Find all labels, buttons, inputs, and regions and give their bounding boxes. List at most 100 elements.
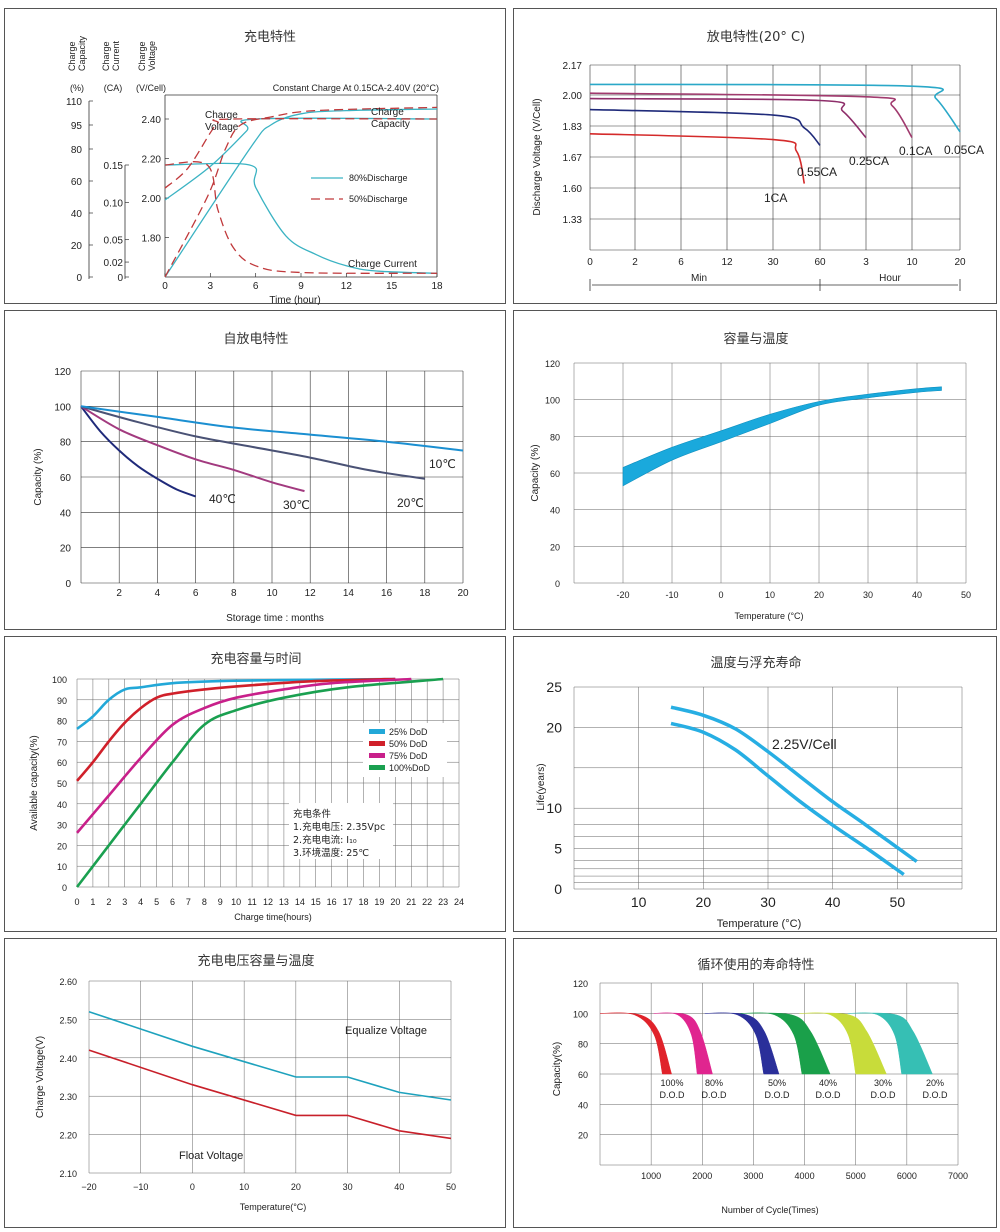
- x-tick-label: 50: [961, 590, 971, 600]
- x-tick-label: 60: [814, 257, 826, 268]
- series-label-equalize: Equalize Voltage: [345, 1025, 427, 1037]
- y-tick-label: 1.83: [563, 122, 583, 133]
- x-tick-label: 2: [106, 897, 111, 907]
- series-label: 40℃: [209, 492, 236, 506]
- series-label: 20℃: [397, 496, 424, 510]
- y-tick-label: 120: [545, 359, 560, 369]
- self-discharge-curve: [80, 405, 425, 480]
- series-label: 0.1CA: [899, 144, 932, 158]
- series-dashed-capacity_pct: [164, 106, 438, 278]
- y-axis-header-line: Voltage: [147, 41, 157, 71]
- current-tick-label: 0.15: [104, 161, 124, 172]
- legend-swatch: [369, 729, 385, 734]
- capacity-tick-label: 110: [66, 97, 82, 108]
- capacity-tick-label: 60: [71, 177, 83, 188]
- y-tick-label: 0: [555, 579, 560, 589]
- charge-condition-line: 3.环境温度: 25℃: [293, 847, 369, 859]
- capacity-unit: (%): [70, 83, 84, 93]
- life-curve-lower: [670, 721, 905, 876]
- legend-label: 100%DoD: [389, 763, 431, 773]
- band-label-unit: D.O.D: [701, 1090, 727, 1100]
- panel-cycle-life: 循环使用的寿命特性 1000 2000 3000 4000 5000 6000 7000 20 4…: [513, 938, 997, 1228]
- x-tick-label: 7000: [948, 1171, 968, 1181]
- band-label-dod: 20%: [926, 1078, 944, 1088]
- x-axis-label: Temperature (°C): [734, 611, 803, 621]
- x-tick-label: 3: [208, 281, 214, 292]
- x-tick-label: 0: [718, 590, 723, 600]
- y-tick-label: 0: [554, 881, 562, 897]
- x-tick-label: 0: [74, 897, 79, 907]
- charge-capacity-label: Charge Capacity: [371, 107, 410, 130]
- y-tick-label: 2.00: [563, 91, 583, 102]
- x-tick-label: 20: [291, 1182, 301, 1192]
- x-tick-label: 10: [631, 894, 647, 910]
- panel-self-discharge: 自放电特性 2 4 6 8 10 12 14 16 18 20 0 20 40 60 80 100 120 Stor…: [4, 310, 506, 630]
- x-tick-label: 5000: [846, 1171, 866, 1181]
- x-tick-label: 40: [825, 894, 841, 910]
- cycle-life-band: [799, 1012, 887, 1075]
- x-tick-label: 20: [696, 894, 712, 910]
- band-label-dod: 50%: [768, 1078, 786, 1088]
- y-tick-label: 90: [57, 696, 67, 706]
- x-tick-label: 10: [765, 590, 775, 600]
- cycle-life-band: [847, 1012, 933, 1075]
- x-tick-label: 2: [116, 588, 122, 599]
- current-tick-label: 0.05: [104, 236, 124, 247]
- x-tick-label: 3000: [743, 1171, 763, 1181]
- y-axis-label: Available capacity(%): [29, 735, 40, 830]
- y-tick-label: 2.17: [563, 61, 583, 72]
- x-axis-label: Storage time : months: [226, 613, 324, 624]
- discharge-curve: [589, 97, 867, 139]
- y-tick-label: 20: [60, 544, 72, 555]
- x-tick-label: 20: [390, 897, 400, 907]
- x-tick-label: 4: [155, 588, 161, 599]
- x-tick-label: 9: [298, 281, 304, 292]
- y-tick-label: 10: [546, 800, 562, 816]
- x-tick-label: 20: [457, 588, 469, 599]
- band-label-unit: D.O.D: [659, 1090, 685, 1100]
- y-tick-label: 40: [57, 800, 67, 810]
- discharge-curve: [589, 108, 821, 146]
- cycle-life-band: [740, 1012, 831, 1075]
- chart-float-life-temperature: 温度与浮充寿命 10 20 30 40 50 0 5 10 20 25 Temperature (°C…: [536, 655, 963, 930]
- legend-label: 75% DoD: [389, 751, 428, 761]
- voltage-tick-label: 1.80: [142, 234, 162, 245]
- y-tick-label: 60: [550, 469, 560, 479]
- x-tick-label: 8: [231, 588, 237, 599]
- x-tick-label: 40: [394, 1182, 404, 1192]
- series-label: 30℃: [283, 498, 310, 512]
- x-tick-label: 0: [190, 1182, 195, 1192]
- series-solid-capacity_pct: [164, 108, 438, 278]
- x-tick-label: 8: [202, 897, 207, 907]
- y-tick-label: 20: [550, 542, 560, 552]
- band-label-unit: D.O.D: [870, 1090, 896, 1100]
- conditions-box: [289, 803, 393, 859]
- charge-capacity-curve: [76, 677, 396, 730]
- x-tick-label: 22: [422, 897, 432, 907]
- x-tick-label: 23: [438, 897, 448, 907]
- x-tick-label: 16: [381, 588, 393, 599]
- voltage-unit: (V/Cell): [136, 83, 166, 93]
- y-tick-label: 2.10: [59, 1169, 77, 1179]
- x-tick-label: -20: [616, 590, 629, 600]
- current-tick-label: 0: [117, 273, 123, 284]
- discharge-curve: [589, 92, 913, 139]
- x-tick-label: 24: [454, 897, 464, 907]
- cycle-life-band: [653, 1012, 713, 1075]
- self-discharge-curve: [80, 405, 464, 452]
- band-label-dod: 30%: [874, 1078, 892, 1088]
- x-tick-label: 4000: [795, 1171, 815, 1181]
- series-label: 10℃: [429, 457, 456, 471]
- series-label: 0.05CA: [944, 143, 984, 157]
- y-axis-label: Capacity(%): [552, 1042, 563, 1096]
- x-tick-label: 19: [374, 897, 384, 907]
- y-tick-label: 2.40: [59, 1054, 77, 1064]
- legend-swatch: [369, 765, 385, 770]
- discharge-curve: [589, 133, 806, 184]
- charge-condition: Constant Charge At 0.15CA-2.40V (20°C): [273, 83, 439, 93]
- charge-condition-line: 充电条件: [293, 808, 332, 820]
- legend-label: 50% DoD: [389, 739, 428, 749]
- panel-discharge-characteristics: 放电特性(20° C) 1.33 1.60 1.67 1.83 2.00 2.17 0 2 6 12…: [513, 8, 997, 304]
- x-tick-label: 15: [311, 897, 321, 907]
